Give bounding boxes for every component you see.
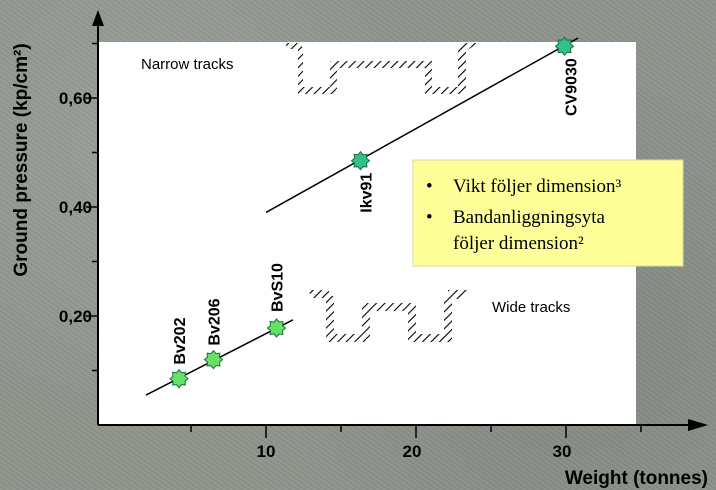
note-line-2: Bandanliggningsyta bbox=[453, 207, 606, 228]
x-tick-label-20: 20 bbox=[403, 442, 422, 461]
marker-ikv91 bbox=[350, 150, 371, 171]
marker-bv206 bbox=[203, 349, 224, 370]
y-tick-label-040: 0,40 bbox=[59, 198, 92, 217]
wide-track-profile bbox=[308, 290, 470, 342]
point-label-bv206: Bv206 bbox=[207, 298, 224, 345]
marker-cv9030 bbox=[554, 36, 575, 56]
point-label-ikv91: Ikv91 bbox=[359, 173, 376, 213]
point-label-bv202: Bv202 bbox=[172, 317, 189, 364]
axis-ticks bbox=[86, 42, 642, 438]
y-tick-label-020: 0,20 bbox=[59, 307, 92, 326]
x-axis-label: Weight (tonnes) bbox=[565, 468, 708, 489]
fit-line-narrow-tracks bbox=[265, 37, 579, 214]
axes bbox=[92, 10, 708, 431]
point-label-cv9030: CV9030 bbox=[564, 58, 581, 116]
wide-tracks-label: Wide tracks bbox=[492, 299, 570, 316]
note-bullet-1: • bbox=[426, 176, 433, 197]
marker-bv202 bbox=[169, 368, 189, 389]
x-tick-label-30: 30 bbox=[553, 442, 572, 461]
y-axis-label: Ground pressure (kp/cm²) bbox=[11, 43, 32, 276]
point-label-bvs10: BvS10 bbox=[270, 263, 287, 312]
narrow-tracks-label: Narrow tracks bbox=[141, 56, 234, 73]
note-box: • Vikt följer dimension³ • Bandanliggnin… bbox=[412, 159, 684, 267]
note-line-3: följer dimension² bbox=[453, 233, 584, 254]
y-tick-label-060: 0,60 bbox=[59, 89, 92, 108]
narrow-track-profile bbox=[283, 43, 478, 94]
x-tick-label-10: 10 bbox=[257, 442, 276, 461]
note-bullet-2: • bbox=[426, 207, 433, 228]
note-line-1: Vikt följer dimension³ bbox=[453, 176, 621, 197]
marker-bvs10 bbox=[266, 318, 287, 338]
